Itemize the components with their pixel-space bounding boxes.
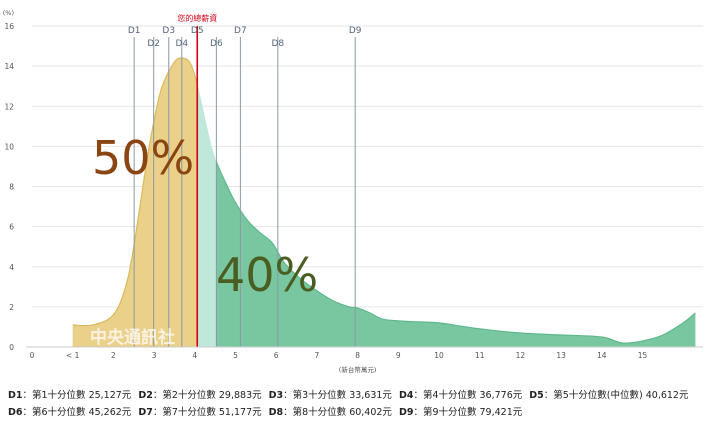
legend-item-d6: D6：第6十分位數 45,262元 — [8, 407, 132, 418]
y-tick-label: 12 — [4, 102, 14, 111]
y-tick-label: 4 — [9, 263, 14, 272]
y-tick-label: 14 — [4, 62, 14, 71]
decile-label-d1: D1 — [128, 26, 141, 36]
x-tick-label: 14 — [597, 351, 607, 360]
legend-item-d3: D3：第3十分位數 33,631元 — [268, 390, 392, 401]
legend-item-d4: D4：第4十分位數 36,776元 — [398, 390, 523, 401]
x-tick-label: 3 — [152, 351, 157, 360]
decile-label-d7: D7 — [234, 26, 247, 36]
x-tick-label: < 1 — [66, 351, 80, 360]
x-tick-label: 0 — [30, 351, 35, 360]
decile-label-d8: D8 — [271, 39, 284, 49]
y-tick-label: 16 — [4, 22, 14, 31]
your-salary-label: 您的總薪資 — [177, 13, 217, 23]
distribution-area — [72, 57, 696, 347]
legend-row-2: D6：第6十分位數 45,262元 D7：第7十分位數 51,177元 D8：第8十… — [8, 404, 720, 418]
annotations: 中央通訊社 50% 40% — [90, 131, 318, 348]
curve-line-right — [216, 159, 696, 344]
x-tick-label: 12 — [516, 351, 526, 360]
x-tick-label: 2 — [111, 351, 116, 360]
axes: 0 2 4 6 8 10 12 14 16 (%) 0 < 1 2 3 4 5 6 7 8 9 10 11 12 13 14 15… — [3, 9, 703, 374]
x-unit-label: (新台幣萬元) — [339, 365, 377, 374]
area-bottom-50-percent — [72, 57, 198, 347]
decile-label-d3: D3 — [162, 26, 175, 36]
x-tick-label: 15 — [638, 351, 648, 360]
decile-label-d9: D9 — [349, 26, 362, 36]
x-tick-label: 8 — [355, 351, 360, 360]
area-d5-to-d6 — [197, 83, 217, 347]
decile-label-d5: D5 — [191, 26, 204, 36]
x-tick-label: 13 — [556, 351, 566, 360]
area-top-40-percent — [216, 161, 696, 347]
legend-item-d7: D7：第7十分位數 51,177元 — [138, 407, 262, 418]
curve-line-left — [72, 57, 198, 327]
decile-label-d6: D6 — [210, 39, 223, 49]
legend-item-d8: D8：第8十分位數 60,402元 — [268, 407, 392, 418]
y-tick-label: 8 — [9, 183, 14, 192]
x-tick-label: 5 — [233, 351, 238, 360]
x-tick-label: 4 — [192, 351, 197, 360]
x-tick-label: 6 — [274, 351, 279, 360]
legend-item-d5: D5：第5十分位數(中位數) 40,612元 — [529, 390, 689, 401]
x-tick-label: 11 — [475, 351, 485, 360]
y-tick-label: 6 — [9, 223, 14, 232]
legend-item-d9: D9：第9十分位數 79,421元 — [398, 407, 523, 418]
y-tick-label: 10 — [4, 142, 14, 151]
legend-item-d2: D2：第2十分位數 29,883元 — [138, 390, 262, 401]
y-unit-label: (%) — [3, 9, 14, 17]
y-tick-label: 2 — [9, 303, 14, 312]
decile-label-d2: D2 — [147, 39, 160, 49]
annotation-40-percent: 40% — [216, 248, 318, 302]
x-tick-label: 7 — [315, 351, 320, 360]
x-tick-label: 10 — [434, 351, 444, 360]
decile-label-d4: D4 — [175, 39, 188, 49]
annotation-50-percent: 50% — [92, 131, 194, 185]
legend-row-1: D1：第1十分位數 25,127元 D2：第2十分位數 29,883元 D3：第3十… — [8, 387, 720, 401]
watermark-text: 中央通訊社 — [90, 327, 175, 348]
legend-item-d1: D1：第1十分位數 25,127元 — [8, 390, 132, 401]
x-tick-label: 9 — [396, 351, 401, 360]
y-tick-label: 0 — [9, 343, 14, 352]
